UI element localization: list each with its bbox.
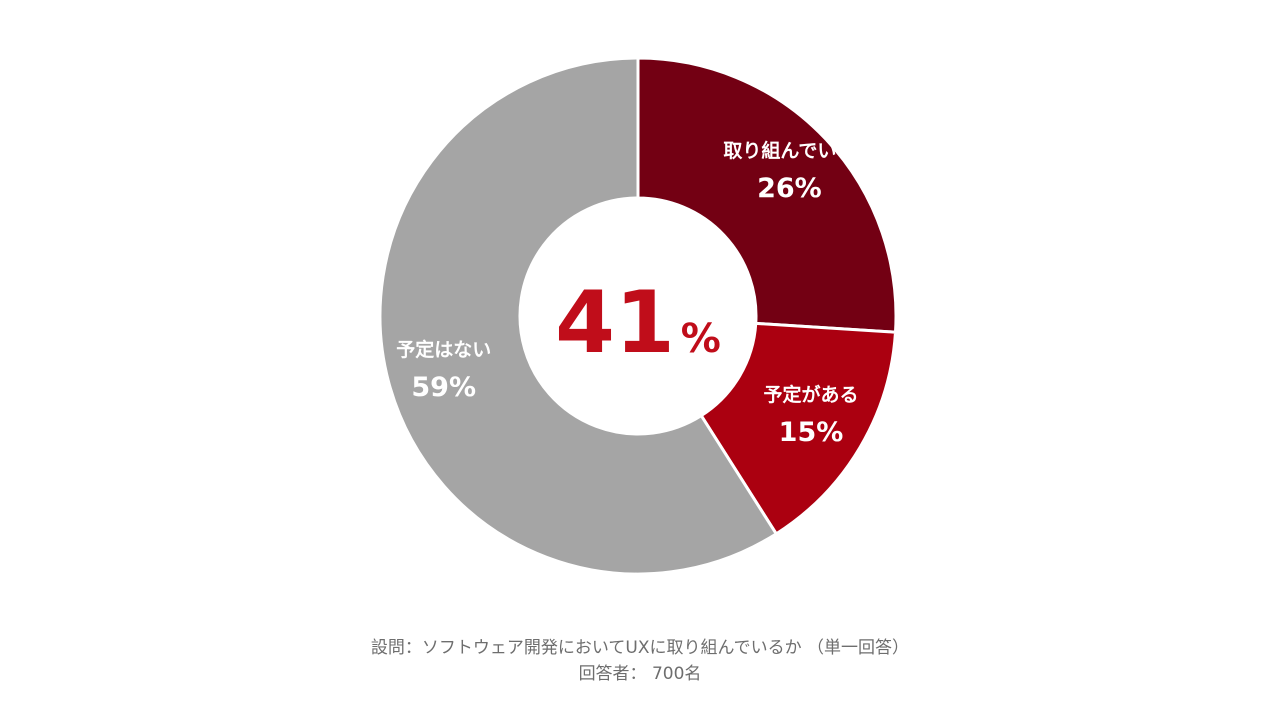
slice-label-3: 予定はない <box>396 338 491 361</box>
slice-label-1: 取り組んでいる <box>723 139 855 162</box>
slice-value-2: 15% <box>779 417 844 448</box>
slice-label-2: 予定がある <box>763 383 858 406</box>
center-number: 41 <box>555 273 675 373</box>
survey-question: 設問：ソフトウェア開発においてUXに取り組んでいるか （単一回答） <box>370 638 910 658</box>
respondent-count: 回答者： 700名 <box>578 664 702 684</box>
slice-labels: 取り組んでいる 26% 予定がある 15% 予定はない 59% <box>396 139 858 448</box>
donut-slices <box>378 56 898 576</box>
slice-value-3: 59% <box>411 372 476 403</box>
center-unit: % <box>681 316 721 362</box>
slice-value-1: 26% <box>757 173 822 204</box>
donut-slice-3 <box>378 56 779 576</box>
donut-slice-2 <box>699 321 898 536</box>
center-percentage: 41% <box>555 273 721 373</box>
donut-slice-1 <box>636 56 898 334</box>
